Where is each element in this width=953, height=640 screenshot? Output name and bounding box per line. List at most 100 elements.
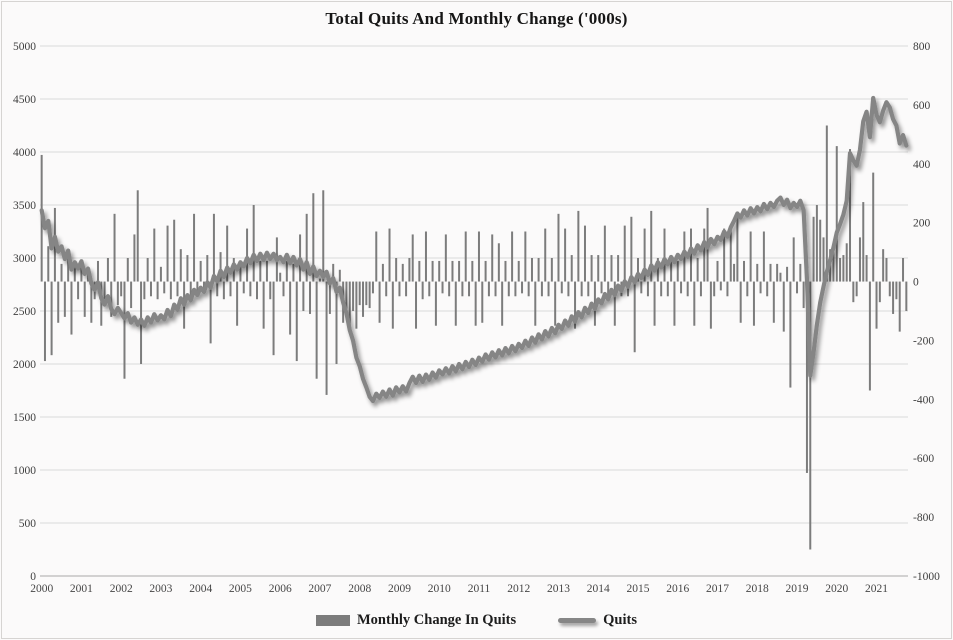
right-axis-tick-label: -800 bbox=[913, 512, 934, 524]
monthly-change-bar bbox=[63, 281, 66, 317]
monthly-change-bar bbox=[560, 281, 563, 294]
monthly-change-bar bbox=[709, 281, 712, 329]
monthly-change-bar bbox=[106, 258, 109, 282]
line-swatch-icon bbox=[558, 617, 597, 623]
monthly-change-bar bbox=[759, 281, 762, 294]
monthly-change-bar bbox=[133, 234, 136, 282]
monthly-change-bar bbox=[120, 281, 123, 297]
monthly-change-bar bbox=[395, 258, 398, 282]
monthly-change-bar bbox=[265, 260, 268, 282]
monthly-change-bar bbox=[703, 228, 706, 282]
monthly-change-bar bbox=[713, 281, 716, 297]
monthly-change-bar bbox=[328, 281, 331, 314]
monthly-change-bar bbox=[186, 255, 189, 282]
left-axis-tick-label: 1000 bbox=[13, 465, 36, 477]
monthly-change-bar bbox=[858, 237, 861, 282]
monthly-change-bar bbox=[471, 260, 474, 282]
x-axis-year-label: 2016 bbox=[666, 583, 689, 595]
monthly-change-bar bbox=[259, 260, 262, 282]
x-axis-year-label: 2019 bbox=[786, 583, 809, 595]
monthly-change-bar bbox=[100, 281, 103, 326]
left-axis-tick-label: 3000 bbox=[13, 253, 36, 265]
monthly-change-bar bbox=[550, 258, 553, 282]
monthly-change-bar bbox=[434, 281, 437, 326]
monthly-change-bar bbox=[580, 281, 583, 297]
monthly-change-bar bbox=[805, 281, 808, 473]
monthly-change-bar bbox=[305, 213, 308, 282]
monthly-change-bar bbox=[673, 281, 676, 326]
chart-title: Total Quits And Monthly Change ('000s) bbox=[325, 9, 628, 28]
monthly-change-bar bbox=[882, 249, 885, 282]
monthly-change-bar bbox=[772, 281, 775, 323]
legend-item-quits: Quits bbox=[558, 612, 637, 629]
monthly-change-bar bbox=[424, 231, 427, 282]
monthly-change-bar bbox=[454, 281, 457, 326]
monthly-change-bar bbox=[554, 281, 557, 326]
monthly-change-bar bbox=[723, 228, 726, 282]
monthly-change-bar bbox=[862, 202, 865, 282]
monthly-change-bar bbox=[779, 272, 782, 282]
monthly-change-bar bbox=[83, 281, 86, 317]
monthly-change-bar bbox=[521, 281, 524, 294]
x-axis-year-label: 2002 bbox=[110, 583, 133, 595]
quits-line-path bbox=[39, 95, 909, 404]
monthly-change-bar bbox=[362, 281, 365, 317]
monthly-change-bar bbox=[179, 249, 182, 282]
monthly-change-bar bbox=[226, 225, 229, 282]
x-axis-year-label: 2012 bbox=[507, 583, 530, 595]
monthly-change-bar bbox=[401, 263, 404, 282]
monthly-change-bar bbox=[318, 278, 321, 282]
monthly-change-bar bbox=[239, 260, 242, 282]
monthly-change-bar bbox=[156, 281, 159, 300]
monthly-change-bar bbox=[802, 281, 805, 309]
left-axis-tick-label: 2000 bbox=[13, 359, 36, 371]
monthly-change-bar bbox=[57, 281, 60, 323]
monthly-change-bar bbox=[670, 260, 673, 282]
monthly-change-bar bbox=[789, 281, 792, 388]
monthly-change-bar bbox=[474, 281, 477, 326]
axis-labels: 5000450040003500300025002000150010005000… bbox=[13, 41, 940, 595]
monthly-change-bar bbox=[153, 228, 156, 282]
monthly-change-bar bbox=[696, 258, 699, 282]
monthly-change-bar bbox=[507, 281, 510, 297]
quits-line bbox=[39, 95, 909, 404]
monthly-change-bar bbox=[825, 125, 828, 282]
monthly-change-bar bbox=[77, 281, 80, 300]
monthly-change-bar bbox=[368, 281, 371, 309]
monthly-change-bar bbox=[868, 281, 871, 391]
monthly-change-bar bbox=[418, 260, 421, 282]
monthly-change-bar bbox=[666, 281, 669, 297]
monthly-change-bar bbox=[544, 228, 547, 282]
monthly-change-bar bbox=[143, 281, 146, 300]
monthly-change-bar bbox=[812, 216, 815, 282]
monthly-change-bar bbox=[391, 281, 394, 329]
monthly-change-bar bbox=[73, 260, 76, 282]
monthly-change-bar bbox=[272, 281, 275, 356]
monthly-change-bar bbox=[116, 281, 119, 306]
monthly-change-bar bbox=[189, 281, 192, 297]
monthly-change-bar bbox=[547, 281, 550, 297]
monthly-change-bar bbox=[832, 246, 835, 282]
monthly-change-bar bbox=[537, 258, 540, 282]
monthly-change-bar bbox=[169, 281, 172, 300]
x-axis-year-label: 2004 bbox=[189, 583, 212, 595]
legend-label-quits: Quits bbox=[603, 611, 637, 628]
monthly-change-bar bbox=[199, 260, 202, 282]
monthly-change-bar bbox=[636, 258, 639, 282]
monthly-change-bar bbox=[365, 281, 368, 306]
monthly-change-bar bbox=[583, 225, 586, 282]
monthly-change-bars bbox=[40, 125, 908, 550]
monthly-change-bar bbox=[875, 281, 878, 329]
bar-swatch-icon bbox=[316, 614, 350, 626]
monthly-change-bar bbox=[236, 281, 239, 326]
monthly-change-bar bbox=[514, 281, 517, 297]
monthly-change-bar bbox=[739, 281, 742, 323]
x-axis-year-label: 2013 bbox=[547, 583, 570, 595]
monthly-change-bar bbox=[842, 255, 845, 282]
monthly-change-bar bbox=[849, 149, 852, 282]
monthly-change-bar bbox=[574, 281, 577, 329]
left-axis-tick-label: 500 bbox=[19, 518, 37, 530]
monthly-change-bar bbox=[50, 281, 53, 356]
monthly-change-bar bbox=[381, 263, 384, 282]
